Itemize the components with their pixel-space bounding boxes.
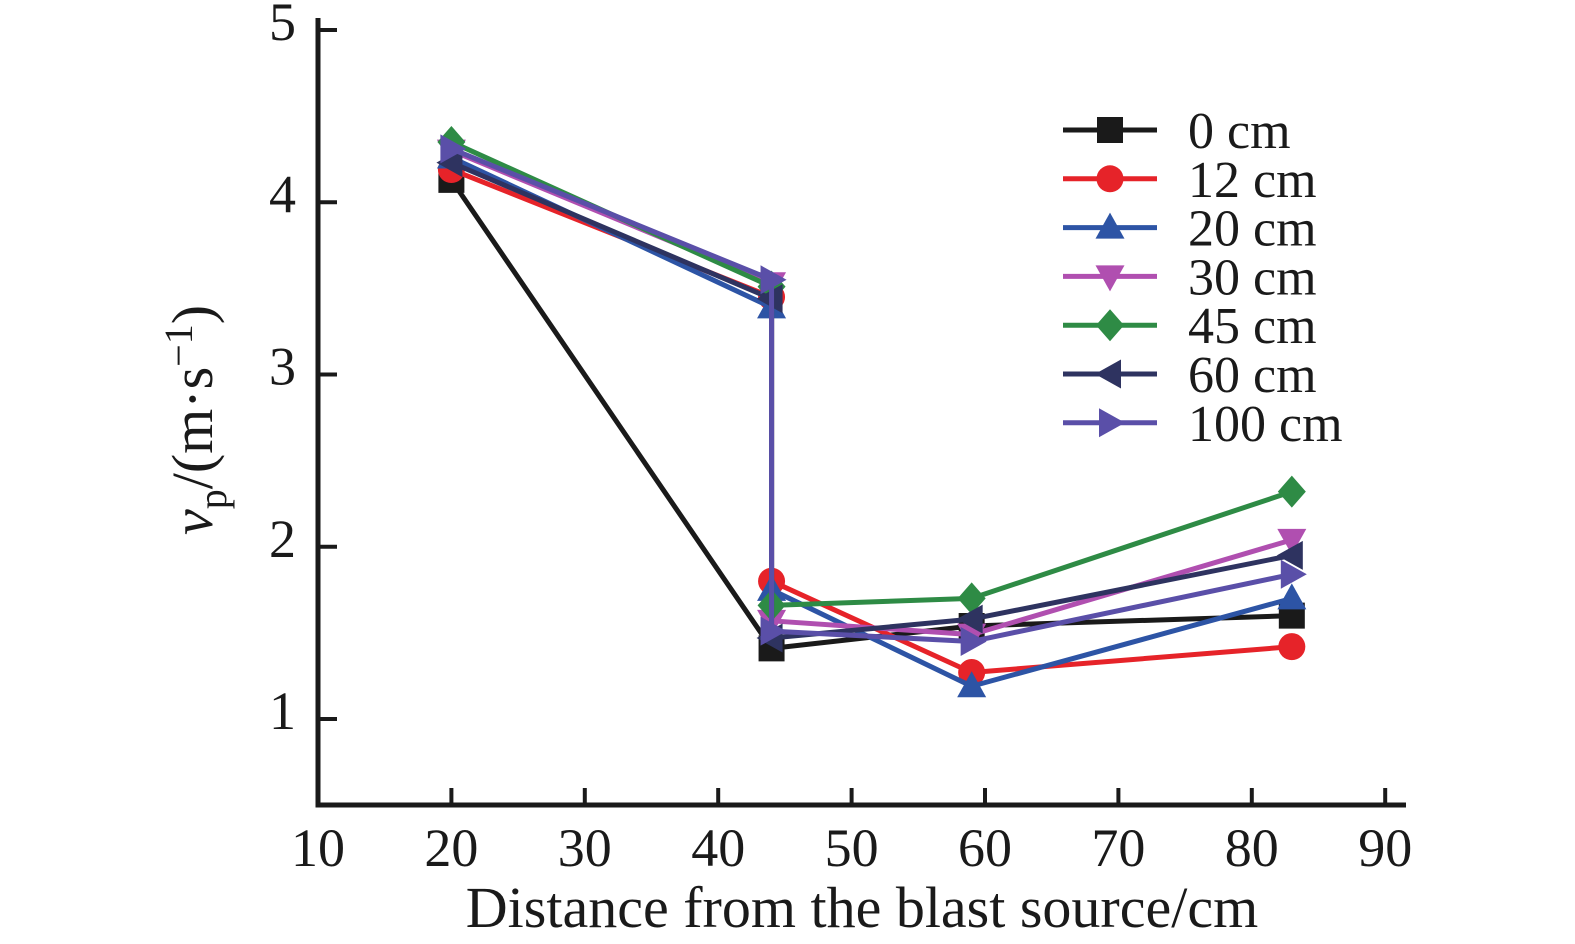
x-tick-label: 10 xyxy=(291,818,345,878)
legend-item: 20 cm xyxy=(1063,201,1317,258)
legend-marker xyxy=(1095,359,1121,389)
series-20-cm xyxy=(436,142,1307,698)
x-tick-label: 30 xyxy=(558,818,612,878)
data-point-marker xyxy=(1277,583,1307,610)
axes: 1 2 3 4 5 10 20 30 40 50 60 70 80 90 xyxy=(269,0,1412,878)
legend-label: 60 cm xyxy=(1188,347,1317,404)
data-point-marker xyxy=(1277,475,1306,508)
legend-item: 100 cm xyxy=(1063,396,1343,453)
y-tick-label: 5 xyxy=(269,0,296,52)
y-tick-label: 4 xyxy=(269,164,296,224)
legend-item: 45 cm xyxy=(1063,298,1317,355)
legend-label: 100 cm xyxy=(1188,396,1343,453)
legend-item: 12 cm xyxy=(1063,152,1317,209)
data-point-marker xyxy=(957,582,986,615)
legend-label: 12 cm xyxy=(1188,152,1317,209)
x-axis-label: Distance from the blast source/cm xyxy=(466,875,1258,940)
y-tick-label: 2 xyxy=(269,509,296,569)
legend-item: 30 cm xyxy=(1063,249,1317,306)
series-0-cm xyxy=(438,166,1305,662)
series-100-cm xyxy=(440,134,1307,656)
series-line xyxy=(448,148,1295,638)
x-tick-label: 90 xyxy=(1358,818,1412,878)
y-tick-label: 3 xyxy=(269,337,296,397)
data-point-marker xyxy=(436,148,463,178)
legend-marker xyxy=(1097,117,1123,143)
legend-marker xyxy=(1095,265,1125,292)
x-tick-label: 80 xyxy=(1225,818,1279,878)
series-60-cm xyxy=(436,148,1303,653)
series-line xyxy=(448,146,1295,644)
data-point-marker xyxy=(957,671,987,698)
y-tick-label: 1 xyxy=(269,681,296,741)
data-point-marker xyxy=(1276,540,1303,570)
x-tick-label: 50 xyxy=(825,818,879,878)
legend-marker xyxy=(1099,408,1125,438)
series-12-cm xyxy=(437,156,1306,686)
y-axis-label: vp/(m·s−1) xyxy=(156,305,235,535)
legend-label: 0 cm xyxy=(1188,103,1291,160)
series-line xyxy=(448,154,1295,689)
series-line xyxy=(448,167,1295,675)
x-tick-label: 20 xyxy=(424,818,478,878)
legend-label: 30 cm xyxy=(1188,249,1317,306)
legend-item: 0 cm xyxy=(1063,103,1291,160)
data-point-marker xyxy=(960,626,987,656)
legend-item: 60 cm xyxy=(1063,347,1317,404)
legend-label: 20 cm xyxy=(1188,201,1317,258)
data-point-marker xyxy=(1280,559,1307,589)
x-tick-label: 60 xyxy=(958,818,1012,878)
data-point-marker xyxy=(956,604,983,634)
data-point-marker xyxy=(760,265,787,295)
x-tick-label: 70 xyxy=(1091,818,1145,878)
data-point-marker xyxy=(440,134,467,164)
legend-label: 45 cm xyxy=(1188,298,1317,355)
x-tick-label: 40 xyxy=(691,818,745,878)
data-point-marker xyxy=(1277,528,1307,555)
data-point-marker xyxy=(760,616,787,646)
legend-marker xyxy=(1096,165,1124,193)
series-line xyxy=(448,160,1295,641)
legend-marker xyxy=(1096,309,1124,342)
legend-marker xyxy=(1095,212,1125,239)
data-point-marker xyxy=(1278,633,1306,661)
series-line xyxy=(448,139,1295,608)
